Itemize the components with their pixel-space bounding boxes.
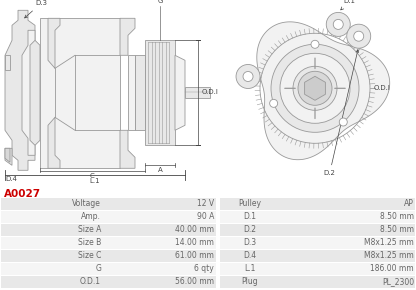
Text: A0027: A0027: [4, 189, 41, 199]
Circle shape: [293, 66, 337, 110]
Bar: [220, 262, 415, 275]
Bar: [220, 276, 415, 287]
Circle shape: [270, 99, 277, 107]
Bar: [220, 250, 415, 262]
Text: O.D.I: O.D.I: [202, 89, 219, 95]
Text: Size A: Size A: [78, 225, 101, 234]
Bar: [1, 276, 216, 287]
Text: M8x1.25 mm: M8x1.25 mm: [364, 251, 414, 260]
Text: 186.00 mm: 186.00 mm: [370, 264, 414, 273]
Text: 56.00 mm: 56.00 mm: [175, 277, 214, 286]
Bar: [1, 250, 216, 262]
Circle shape: [333, 19, 343, 29]
Polygon shape: [175, 55, 185, 130]
Text: PL_2300: PL_2300: [382, 277, 414, 286]
Text: Size B: Size B: [78, 238, 101, 247]
Text: D.1: D.1: [243, 212, 257, 221]
Text: L.1: L.1: [90, 178, 100, 184]
Circle shape: [280, 53, 350, 123]
Text: 40.00 mm: 40.00 mm: [175, 225, 214, 234]
Circle shape: [298, 71, 332, 105]
Polygon shape: [48, 117, 60, 168]
Text: 8.50 mm: 8.50 mm: [380, 212, 414, 221]
Polygon shape: [305, 76, 325, 100]
Polygon shape: [5, 10, 40, 170]
Bar: [1, 211, 216, 223]
Bar: [1, 237, 216, 249]
Polygon shape: [5, 148, 12, 165]
Bar: [220, 237, 415, 249]
Bar: [1, 198, 216, 210]
Text: D.1: D.1: [341, 0, 355, 10]
Text: 90 A: 90 A: [197, 212, 214, 221]
Text: 6 qty: 6 qty: [194, 264, 214, 273]
Circle shape: [311, 40, 319, 48]
Text: O.D.1: O.D.1: [80, 277, 101, 286]
Text: 12 V: 12 V: [197, 199, 214, 208]
Circle shape: [326, 12, 350, 37]
Bar: [1, 224, 216, 235]
Polygon shape: [128, 55, 135, 130]
Polygon shape: [40, 18, 120, 168]
Circle shape: [339, 118, 347, 126]
Text: A: A: [158, 167, 162, 173]
Text: Pulley: Pulley: [238, 199, 262, 208]
Polygon shape: [145, 40, 175, 145]
Polygon shape: [5, 55, 10, 70]
Circle shape: [347, 24, 371, 48]
Text: Voltage: Voltage: [72, 199, 101, 208]
Text: D.3: D.3: [25, 0, 47, 18]
Circle shape: [236, 64, 260, 88]
Polygon shape: [22, 30, 35, 155]
Polygon shape: [48, 18, 60, 68]
Text: G: G: [95, 264, 101, 273]
Circle shape: [354, 31, 364, 41]
Polygon shape: [257, 22, 390, 160]
Circle shape: [271, 44, 359, 132]
Text: Plug: Plug: [242, 277, 258, 286]
Polygon shape: [185, 87, 210, 98]
Text: 14.00 mm: 14.00 mm: [175, 238, 214, 247]
Text: D.2: D.2: [324, 50, 359, 176]
Bar: [220, 198, 415, 210]
Polygon shape: [120, 130, 135, 168]
Text: Size C: Size C: [78, 251, 101, 260]
Text: D.2: D.2: [243, 225, 257, 234]
Polygon shape: [5, 148, 10, 162]
Text: G: G: [157, 0, 163, 4]
Bar: [220, 211, 415, 223]
Bar: [1, 262, 216, 275]
Circle shape: [243, 72, 253, 81]
Text: M8x1.25 mm: M8x1.25 mm: [364, 238, 414, 247]
Text: AP: AP: [404, 199, 414, 208]
Bar: [220, 224, 415, 235]
Text: D.4: D.4: [243, 251, 257, 260]
Polygon shape: [135, 55, 145, 130]
Text: D.4: D.4: [5, 176, 17, 182]
Text: L.1: L.1: [244, 264, 256, 273]
Text: O.D.I: O.D.I: [373, 85, 390, 91]
Text: 8.50 mm: 8.50 mm: [380, 225, 414, 234]
Text: 61.00 mm: 61.00 mm: [175, 251, 214, 260]
Text: D.3: D.3: [243, 238, 257, 247]
Polygon shape: [120, 18, 135, 55]
Text: C: C: [89, 173, 94, 179]
Text: Amp.: Amp.: [81, 212, 101, 221]
